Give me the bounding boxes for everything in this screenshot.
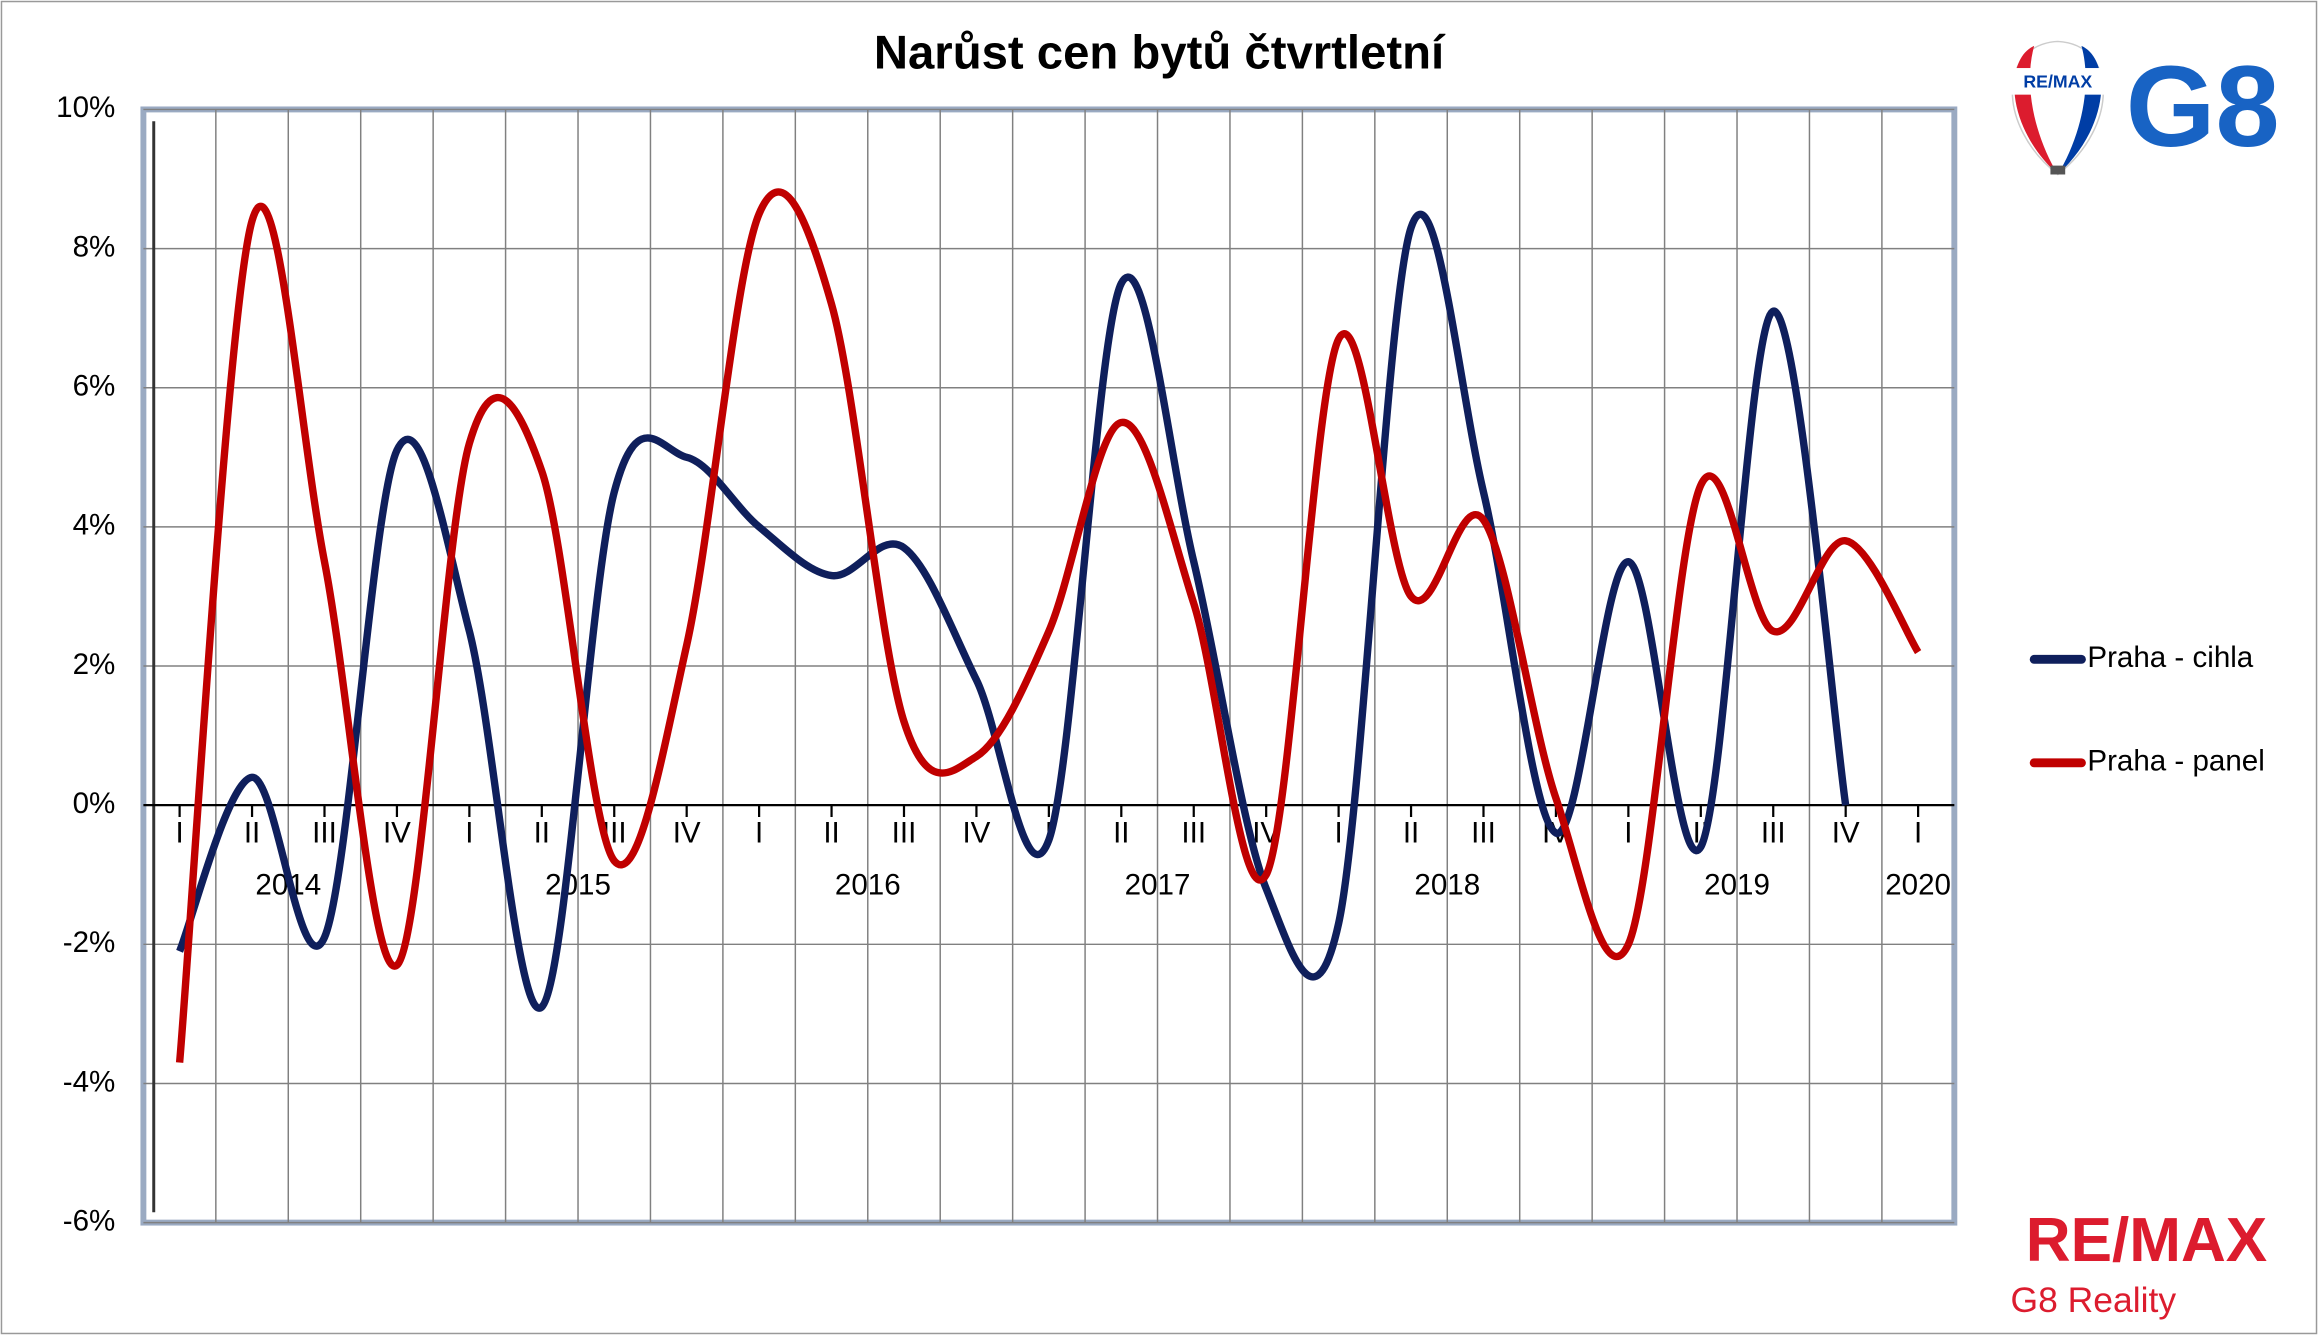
y-tick-label: 10% [56,91,115,124]
x-tick-label: III [892,817,917,850]
balloon-band [2007,68,2109,95]
x-tick-label: I [176,817,184,850]
x-tick-label: II [534,817,550,850]
y-tick-label: 8% [73,230,116,263]
x-tick-label: IV [1832,817,1860,850]
year-label: 2019 [1704,868,1770,901]
logo-text: G8 [2126,43,2280,171]
x-tick-label: IV [962,817,990,850]
x-tick-label: IV [673,817,701,850]
x-tick-label: I [1335,817,1343,850]
logo-text: RE/MAX [2026,1206,2267,1275]
legend-label: Praha - panel [2087,745,2264,778]
year-label: 2016 [835,868,901,901]
y-tick-label: -6% [63,1204,116,1237]
series-line [175,188,1922,1063]
x-tick-label: II [1403,817,1419,850]
x-tick-label: III [1471,817,1496,850]
y-tick-label: 2% [73,648,116,681]
year-label: 2017 [1125,868,1191,901]
logo-text: RE/MAX [2023,72,2092,92]
year-label: 2018 [1414,868,1480,901]
x-tick-label: I [1914,817,1922,850]
x-tick-label: IV [383,817,411,850]
balloon-basket [2050,165,2066,175]
x-tick-label: III [312,817,337,850]
x-tick-label: II [244,817,260,850]
y-tick-label: 4% [73,509,116,542]
y-tick-label: -2% [63,926,116,959]
x-tick-label: II [823,817,839,850]
year-label: 2020 [1885,868,1951,901]
x-tick-label: I [465,817,473,850]
y-tick-label: -4% [63,1065,116,1098]
logo-top: RE/MAX G8 [2007,40,2280,176]
x-tick-label: I [755,817,763,850]
chart-title: Narůst cen bytů čtvrtletní [874,27,1446,80]
y-tick-label: 6% [73,370,116,403]
x-tick-label: II [1113,817,1129,850]
x-tick-label: I [1624,817,1632,850]
y-tick-label: 0% [73,787,116,820]
x-tick-label: III [1181,817,1206,850]
year-label: 2015 [545,868,611,901]
legend-label: Praha - cihla [2087,641,2253,674]
grid [143,108,1955,1224]
logo-text: G8 Reality [2011,1280,2177,1320]
series-line [176,210,1850,1012]
x-tick-label: III [1761,817,1786,850]
